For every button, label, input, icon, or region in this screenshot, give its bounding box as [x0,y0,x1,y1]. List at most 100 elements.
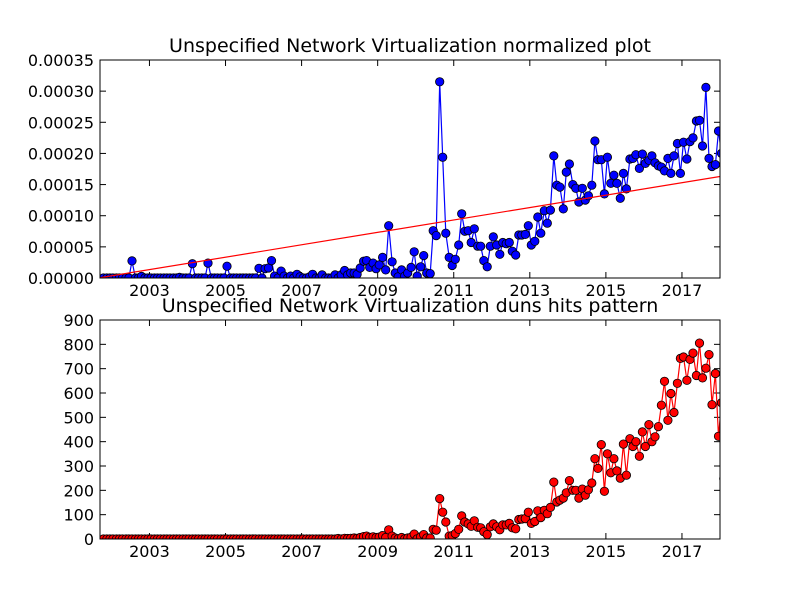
data-point [713,431,720,441]
data-point [520,229,530,239]
data-point [549,151,559,161]
data-point [523,507,533,517]
data-point [476,241,486,251]
x-tick-label: 2005 [205,281,246,300]
data-point [609,454,619,464]
data-point [719,476,720,482]
data-point [416,262,426,272]
y-tick-label: 0.00030 [28,82,94,101]
data-point [555,182,565,192]
data-point [644,419,654,430]
data-point [656,400,667,410]
data-point [602,152,613,162]
chart-2: Unspecified Network Virtualization duns … [63,295,721,561]
x-tick-label: 2009 [357,542,398,561]
x-tick-label: 2013 [509,281,550,300]
y-tick-label: 0.00020 [28,144,94,163]
axes-frame [99,59,721,279]
data-point [222,261,232,271]
data-point [666,388,676,399]
data-point [707,400,717,410]
y-tick-label: 100 [63,506,94,525]
x-tick-label: 2013 [509,542,550,561]
x-tick-label: 2003 [129,281,170,300]
trend-line [100,175,720,278]
data-point [590,454,600,464]
x-tick-label: 2017 [662,542,703,561]
data-point [530,236,540,246]
data-point [374,260,384,270]
data-point [419,251,429,261]
data-point [637,427,648,437]
data-point [634,163,645,173]
data-point [590,136,600,146]
data-point [469,224,479,234]
chart-title: Unspecified Network Virtualization norma… [169,35,651,57]
chart-1: Unspecified Network Virtualization norma… [28,35,721,300]
data-point [682,154,692,164]
y-tick-label: 300 [63,457,94,476]
data-point [675,168,686,178]
data-point [609,170,619,180]
data-point [694,115,705,126]
x-tick-label: 2015 [586,281,627,300]
axes-frame [99,319,721,540]
data-point [716,398,720,408]
y-tick-label: 0.00010 [28,207,94,226]
y-tick-label: 800 [63,335,94,354]
data-point [688,348,698,358]
data-point [441,517,451,527]
data-point [653,421,664,432]
x-tick-label: 2017 [662,281,703,300]
x-tick-label: 2003 [129,542,170,561]
data-point [564,475,575,486]
data-point [612,178,622,188]
data-point [384,221,394,231]
data-point [637,149,648,159]
y-tick-label: 0.00015 [28,176,94,195]
data-point [701,82,711,93]
data-point [542,218,552,228]
data-point [545,205,556,215]
y-tick-label: 500 [63,408,94,427]
data-point [504,237,514,248]
data-point [596,439,606,450]
data-point [488,232,498,242]
y-tick-label: 0.00035 [28,51,94,70]
data-point [615,193,625,203]
data-point [412,271,422,278]
data-point [406,262,416,272]
x-tick-label: 2007 [281,542,322,561]
data-point [587,180,597,190]
data-point [621,470,632,480]
plot-area [100,338,720,539]
y-tick-label: 600 [63,384,94,403]
data-point [377,252,388,262]
data-point [482,530,492,539]
data-point [716,149,720,158]
x-tick-label: 2009 [357,281,398,300]
y-tick-label: 900 [63,311,94,330]
y-tick-label: 0.00025 [28,113,94,132]
chart-title: Unspecified Network Virtualization duns … [162,295,658,317]
y-tick-label: 700 [63,360,94,379]
data-point [593,463,603,473]
data-point [425,533,435,539]
y-tick-label: 200 [63,481,94,500]
data-point [511,524,521,534]
data-point [710,368,720,379]
data-point [659,376,670,386]
data-point [457,209,467,219]
data-point [663,415,673,425]
data-point [704,153,714,163]
data-point [561,167,571,177]
data-point [438,507,448,517]
data-point [431,525,441,535]
x-tick-label: 2015 [586,542,627,561]
y-tick-label: 0.00005 [28,238,94,257]
data-point [640,441,651,452]
series-line [103,81,720,278]
data-point [618,439,629,449]
data-point [564,159,575,169]
